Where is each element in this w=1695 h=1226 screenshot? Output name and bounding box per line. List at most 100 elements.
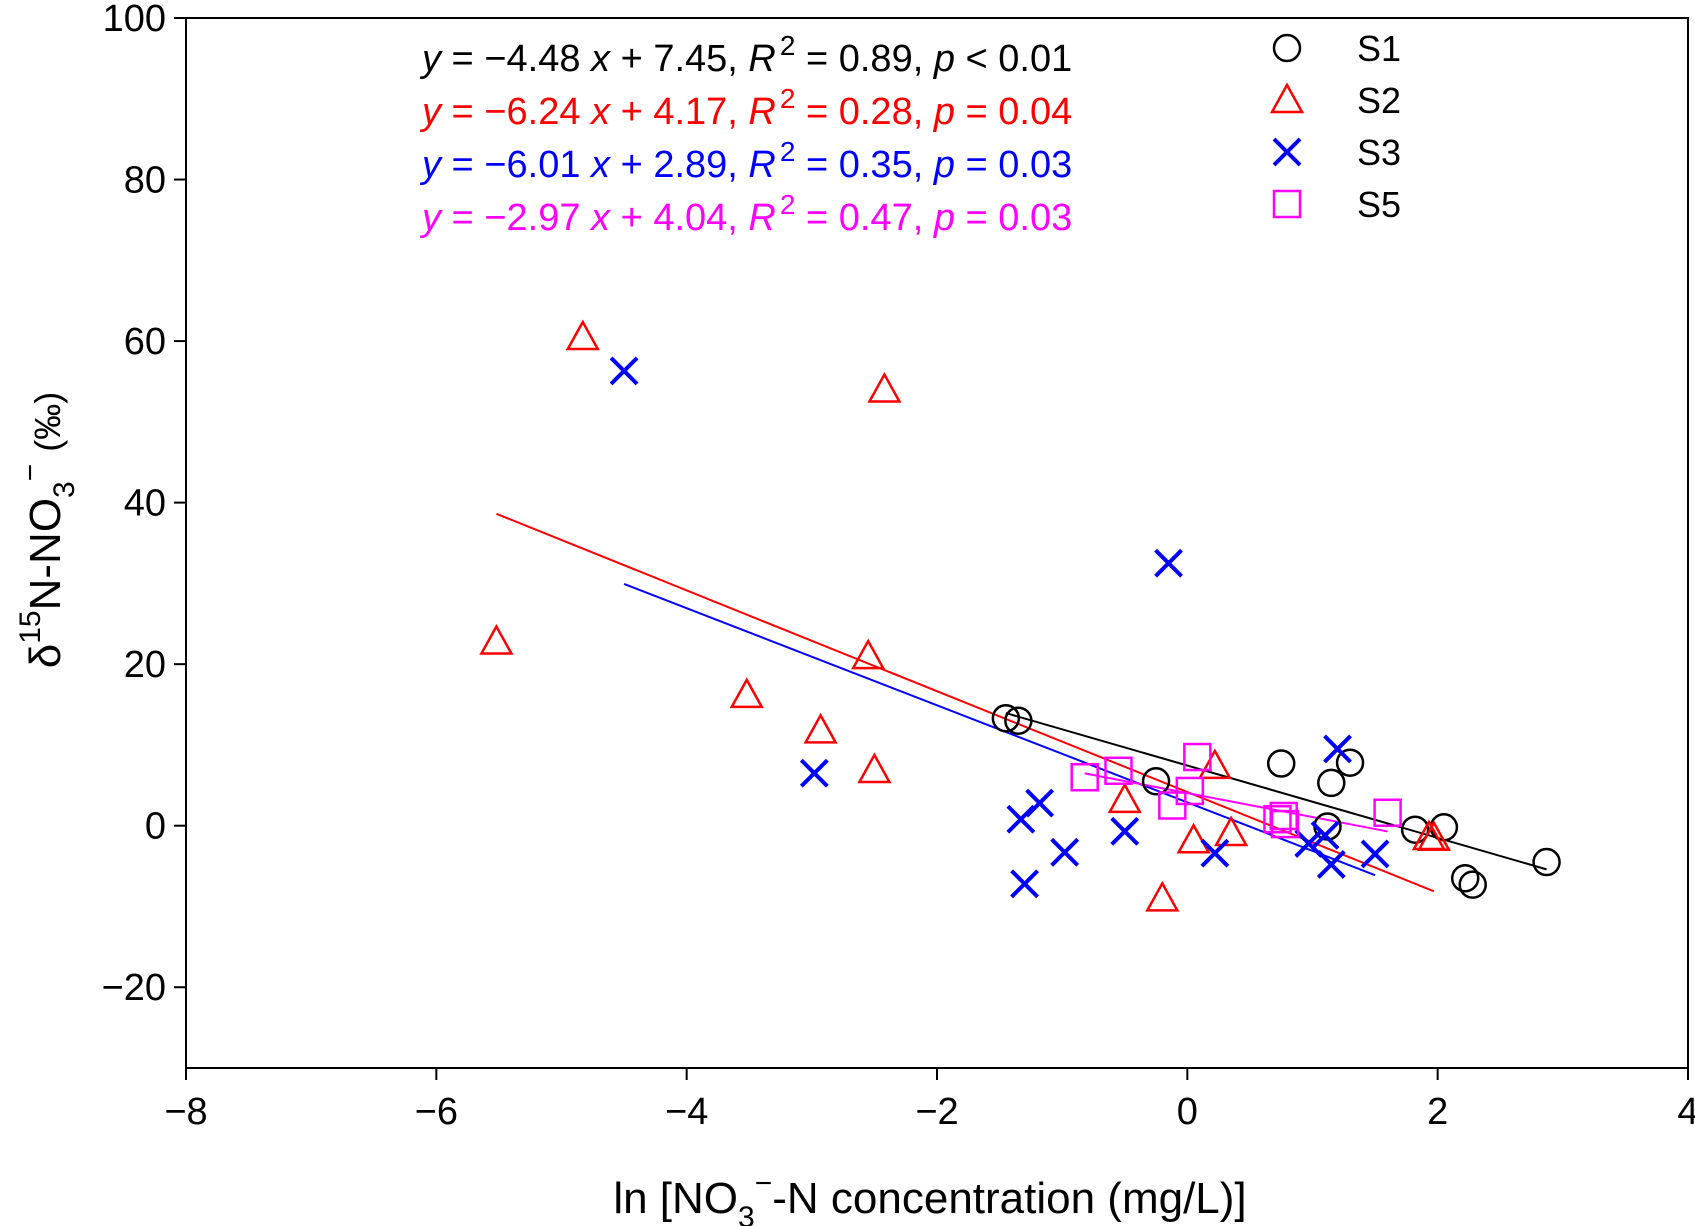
equation-part: + 7.45, (610, 38, 748, 80)
s3-point (1010, 869, 1040, 899)
equation-part: = −6.01 (441, 144, 591, 186)
equation-part: = 0.28, (795, 91, 933, 133)
s2-point (1416, 820, 1452, 852)
x-tick-label: 0 (1177, 1091, 1198, 1133)
legend-marker-s3 (1272, 137, 1302, 167)
x-tick-label: −4 (665, 1091, 708, 1133)
equation-part: R (748, 197, 775, 239)
s5-point (1175, 776, 1205, 806)
equation-part: y (419, 91, 443, 133)
equation-part: + 4.17, (610, 91, 748, 133)
s5-point (1158, 791, 1187, 820)
s1-point (1532, 847, 1561, 877)
s3-point (1200, 838, 1230, 868)
s3-point (799, 758, 829, 788)
x-tick-label: −2 (915, 1091, 958, 1133)
equation-part: R (748, 144, 775, 186)
equation-part: + 2.89, (610, 144, 748, 186)
equation-part: y (419, 38, 443, 80)
equation-part: = −2.97 (441, 197, 591, 239)
x-tick-label: −8 (164, 1091, 207, 1133)
s5-point (1104, 756, 1133, 786)
equation-part: 2 (780, 30, 796, 61)
legend-label-s3: S3 (1357, 132, 1401, 173)
s2-point (857, 752, 892, 784)
y-tick-label: 20 (124, 644, 166, 686)
equation-part: R (748, 91, 775, 133)
s1-point (1429, 813, 1459, 842)
equation-part: x (589, 197, 612, 239)
s3-point (1360, 839, 1390, 869)
equation-part: < 0.01 (955, 38, 1072, 80)
equation-part: = 0.03 (955, 144, 1072, 186)
s2-point (1197, 748, 1232, 780)
s5-point (1183, 742, 1212, 772)
y-axis-title: δ15N-NO3−(‰) (14, 392, 81, 669)
plot-area (479, 319, 1561, 912)
s2-point (1145, 880, 1180, 912)
equation-part: 2 (780, 136, 796, 167)
s2-point (565, 319, 600, 351)
s2-fit-line (496, 512, 1435, 893)
equation-part: = 0.04 (955, 91, 1072, 133)
equation-part: = −4.48 (441, 38, 591, 80)
y-tick-label: 80 (124, 160, 166, 202)
legend-marker-s2 (1269, 82, 1305, 114)
s2-point (479, 623, 514, 655)
equation-part: 2 (780, 189, 796, 220)
s3-point (1294, 829, 1324, 858)
legend-marker-s5 (1272, 189, 1302, 219)
s5-fit-line (1084, 772, 1388, 833)
s5-point (1070, 762, 1099, 792)
s3-point (1110, 816, 1140, 846)
s5-point (1269, 801, 1298, 831)
y-tick-label: 0 (145, 806, 166, 848)
legend-marker-s1 (1272, 33, 1302, 63)
legend: S1 S2 S3 S5 (1269, 28, 1401, 225)
s2-point (1107, 782, 1142, 814)
s1-point (991, 704, 1021, 733)
equation-part: 2 (780, 83, 796, 114)
legend-label-s5: S5 (1357, 184, 1401, 225)
x-axis-title: ln [NO3−-N concentration (mg/L)] (613, 1167, 1246, 1226)
equation-part: y (419, 197, 443, 239)
s1-point (1335, 748, 1365, 777)
s1-point (1450, 863, 1480, 893)
legend-label-s1: S1 (1357, 28, 1401, 69)
s2-point (1214, 815, 1249, 847)
s1-point (1266, 749, 1296, 778)
equation-part: y (419, 144, 443, 186)
y-tick-label: −20 (102, 967, 166, 1009)
s3-point (1025, 788, 1055, 818)
equation-part: p (933, 144, 955, 186)
equation-part: p (933, 91, 955, 133)
y-tick-label: 60 (124, 321, 166, 363)
s3-point (1050, 837, 1080, 867)
s3-point (1154, 548, 1183, 578)
s3-point (1310, 820, 1340, 850)
x-tick-label: −6 (415, 1091, 458, 1133)
y-tick-label: 100 (103, 0, 166, 40)
legend-label-s2: S2 (1357, 80, 1401, 121)
s1-point (1004, 706, 1033, 735)
equation-part: = 0.47, (795, 197, 933, 239)
s1-point (1141, 767, 1171, 796)
s5-point (1270, 809, 1300, 839)
s2-point (851, 638, 886, 670)
y-tick-label: 40 (124, 483, 166, 525)
equation-part: x (589, 38, 612, 80)
equation-part: + 4.04, (610, 197, 748, 239)
x-tick-label: 4 (1677, 1091, 1695, 1133)
equation-part: p (933, 197, 955, 239)
equation-part: p (933, 38, 955, 80)
s3-point (609, 356, 639, 386)
equation-part: x (589, 91, 612, 133)
s3-point (1316, 850, 1346, 879)
s2-point (1176, 822, 1211, 854)
